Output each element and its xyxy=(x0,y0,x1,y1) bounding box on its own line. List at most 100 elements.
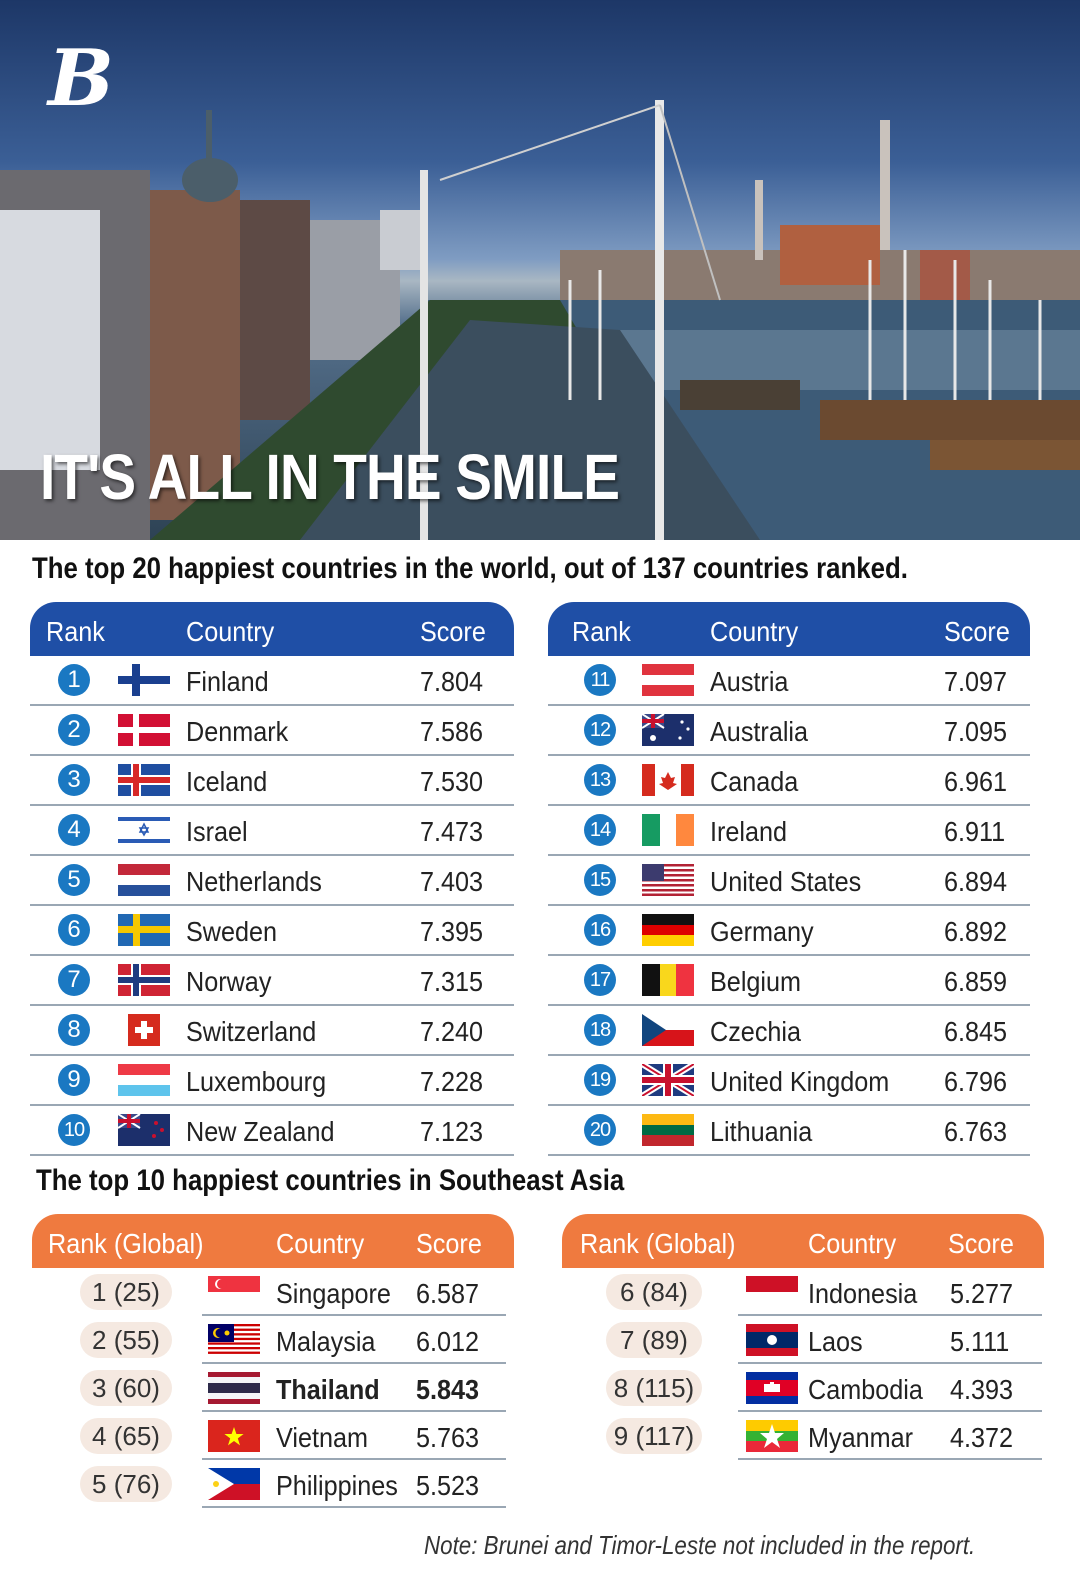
score-value: 6.845 xyxy=(944,1016,1008,1047)
rank-badge: 15 xyxy=(584,864,616,896)
country-name: Czechia xyxy=(710,1016,802,1047)
country-name: Ireland xyxy=(710,816,788,847)
switzerland-flag-icon xyxy=(118,1014,170,1046)
rank-badge: 14 xyxy=(584,814,616,846)
germany-flag-icon xyxy=(642,914,694,946)
table-row: 8 Switzerland 7.240 xyxy=(30,1006,514,1056)
country-name: Finland xyxy=(186,666,269,697)
sea-table-header: Rank (Global) Country Score xyxy=(32,1214,514,1268)
czechia-flag-icon xyxy=(642,1014,694,1046)
country-name: Philippines xyxy=(276,1470,398,1501)
country-name: Netherlands xyxy=(186,866,322,897)
table-row: 16 Germany 6.892 xyxy=(548,906,1030,956)
rank-badge: 20 xyxy=(584,1114,616,1146)
myanmar-flag-icon xyxy=(746,1420,798,1452)
score-value: 6.587 xyxy=(416,1278,480,1309)
country-name: Australia xyxy=(710,716,809,747)
score-value: 6.763 xyxy=(944,1116,1008,1147)
score-header: Score xyxy=(948,1228,1014,1259)
country-name: Denmark xyxy=(186,716,289,747)
rank-badge: 9 xyxy=(58,1064,90,1096)
rank-badge: 8 xyxy=(58,1014,90,1046)
table-row: 1 Finland 7.804 xyxy=(30,656,514,706)
harbor-scene-illustration xyxy=(0,100,1080,540)
row-divider xyxy=(738,1314,1042,1316)
table-row: 6 (84) Indonesia 5.277 xyxy=(562,1268,1044,1316)
table-row: 19 United Kingdom 6.796 xyxy=(548,1056,1030,1106)
country-name: Luxembourg xyxy=(186,1066,327,1097)
score-value: 4.372 xyxy=(950,1422,1014,1453)
table-row: 9 Luxembourg 7.228 xyxy=(30,1056,514,1106)
score-value: 7.586 xyxy=(420,716,484,747)
newspaper-logo: B xyxy=(48,33,114,124)
world-rows-left: 1 Finland 7.804 2 Denmark 7.586 3 Iceland 7.530 4… xyxy=(30,656,514,1156)
footnote: Note: Brunei and Timor-Leste not include… xyxy=(424,1530,976,1560)
table-row: 14 Ireland 6.911 xyxy=(548,806,1030,856)
united-states-flag-icon xyxy=(642,864,694,896)
row-divider xyxy=(202,1314,506,1316)
rank-header: Rank (Global) xyxy=(580,1228,736,1259)
rank-badge: 5 xyxy=(58,864,90,896)
row-divider xyxy=(202,1506,506,1508)
country-name: Thailand xyxy=(276,1374,380,1405)
finland-flag-icon xyxy=(118,664,170,696)
world-table-header: Rank Country Score xyxy=(30,602,514,656)
indonesia-flag-icon xyxy=(746,1276,798,1308)
rank-badge: 16 xyxy=(584,914,616,946)
global-rank-pill: 7 (89) xyxy=(606,1322,702,1358)
rank-header: Rank xyxy=(572,616,631,647)
hero-photo: B IT'S ALL IN THE SMILE xyxy=(0,0,1080,540)
table-row: 2 (55) Malaysia 6.012 xyxy=(32,1316,514,1364)
country-name: Switzerland xyxy=(186,1016,317,1047)
score-value: 7.097 xyxy=(944,666,1008,697)
table-row: 3 Iceland 7.530 xyxy=(30,756,514,806)
table-row: 7 Norway 7.315 xyxy=(30,956,514,1006)
score-value: 6.012 xyxy=(416,1326,480,1357)
lithuania-flag-icon xyxy=(642,1114,694,1146)
country-name: Lithuania xyxy=(710,1116,813,1147)
headline: IT'S ALL IN THE SMILE xyxy=(40,441,620,513)
country-name: Austria xyxy=(710,666,789,697)
global-rank-pill: 2 (55) xyxy=(80,1322,172,1358)
score-value: 5.277 xyxy=(950,1278,1014,1309)
singapore-flag-icon xyxy=(208,1276,260,1308)
table-row: 15 United States 6.894 xyxy=(548,856,1030,906)
score-value: 7.804 xyxy=(420,666,484,697)
score-value: 6.796 xyxy=(944,1066,1008,1097)
cambodia-flag-icon xyxy=(746,1372,798,1404)
score-value: 7.315 xyxy=(420,966,484,997)
score-value: 7.403 xyxy=(420,866,484,897)
score-value: 7.473 xyxy=(420,816,484,847)
score-value: 7.240 xyxy=(420,1016,484,1047)
sea-rows-right: 6 (84) Indonesia 5.277 7 (89) Laos 5.111 8 (11… xyxy=(562,1268,1044,1460)
score-header: Score xyxy=(944,616,1010,647)
score-value: 5.843 xyxy=(416,1374,480,1405)
rank-badge: 4 xyxy=(58,814,90,846)
luxembourg-flag-icon xyxy=(118,1064,170,1096)
country-name: Germany xyxy=(710,916,814,947)
thailand-flag-icon xyxy=(208,1372,260,1404)
row-divider xyxy=(738,1362,1042,1364)
country-header: Country xyxy=(808,1228,897,1259)
australia-flag-icon xyxy=(642,714,694,746)
global-rank-pill: 4 (65) xyxy=(80,1418,172,1454)
country-name: Sweden xyxy=(186,916,278,947)
score-value: 7.095 xyxy=(944,716,1008,747)
global-rank-pill: 9 (117) xyxy=(606,1418,702,1454)
world-subtitle: The top 20 happiest countries in the wor… xyxy=(32,552,908,585)
rank-badge: 19 xyxy=(584,1064,616,1096)
country-name: Malaysia xyxy=(276,1326,376,1357)
country-name: Norway xyxy=(186,966,272,997)
global-rank-pill: 3 (60) xyxy=(80,1370,172,1406)
rank-header: Rank xyxy=(46,616,105,647)
table-row: 18 Czechia 6.845 xyxy=(548,1006,1030,1056)
rank-badge: 7 xyxy=(58,964,90,996)
rank-header: Rank (Global) xyxy=(48,1228,204,1259)
country-name: Canada xyxy=(710,766,799,797)
country-name: Israel xyxy=(186,816,248,847)
table-row: 5 Netherlands 7.403 xyxy=(30,856,514,906)
global-rank-pill: 5 (76) xyxy=(80,1466,172,1502)
austria-flag-icon xyxy=(642,664,694,696)
rank-badge: 6 xyxy=(58,914,90,946)
rank-badge: 17 xyxy=(584,964,616,996)
